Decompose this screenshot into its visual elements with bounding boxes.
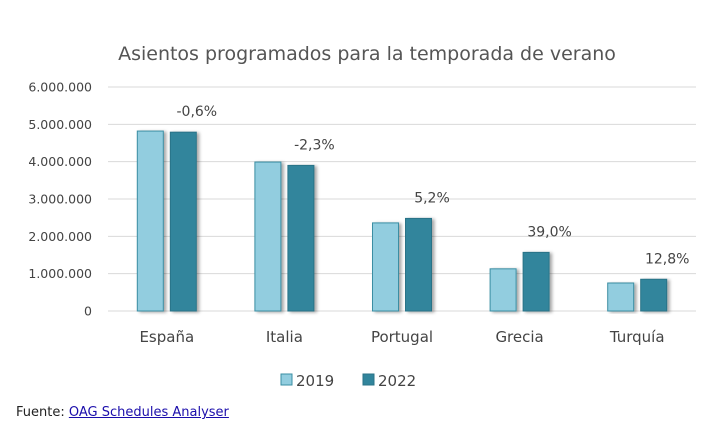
source-link[interactable]: OAG Schedules Analyser [68,405,229,420]
bar-2022 [169,131,197,312]
legend-swatch-2019 [280,373,293,386]
data-label: 5,2% [414,190,450,206]
x-tick-label: España [139,328,194,346]
data-label: 39,0% [527,224,571,240]
bar-2019 [254,161,282,312]
y-tick-label: 5.000.000 [28,117,92,132]
y-axis: 0 1.000.000 2.000.000 3.000.000 4.000.000 5.0… [28,80,92,319]
bar-2019 [607,282,635,312]
y-tick-label: 0 [84,304,92,319]
bar-2022 [522,251,550,312]
legend: 2019 2022 [280,372,416,390]
x-tick-label: Grecia [495,328,543,346]
y-tick-label: 2.000.000 [28,229,92,244]
y-tick-label: 4.000.000 [28,154,92,169]
y-tick-label: 1.000.000 [28,266,92,281]
legend-label-2022: 2022 [378,372,416,390]
data-label: 12,8% [645,251,689,267]
bar-2019 [489,268,517,312]
x-tick-label: Portugal [371,328,433,346]
source-label: Fuente: [16,405,65,420]
bar-2019 [136,130,164,312]
gridlines [108,86,696,312]
bar-chart: Asientos programados para la temporada d… [28,43,696,390]
chart-title: Asientos programados para la temporada d… [118,43,616,65]
y-tick-label: 3.000.000 [28,192,92,207]
bar-2022 [287,164,315,312]
data-labels: -0,6% -2,3% 5,2% 39,0% 12,8% [176,104,689,267]
bar-2019 [372,222,399,312]
legend-swatch-2022 [362,373,375,386]
source-note: Fuente: OAG Schedules Analyser [16,405,229,420]
x-tick-label: Turquía [609,328,665,346]
bar-2022 [640,278,668,312]
bars [136,130,668,312]
x-axis: España Italia Portugal Grecia Turquía [139,328,664,346]
y-tick-label: 6.000.000 [28,80,92,95]
bar-2022 [405,217,432,312]
x-tick-label: Italia [266,328,303,346]
legend-label-2019: 2019 [296,372,334,390]
data-label: -0,6% [176,104,217,120]
data-label: -2,3% [294,137,335,153]
